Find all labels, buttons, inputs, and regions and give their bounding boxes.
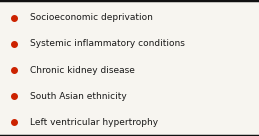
Text: Left ventricular hypertrophy: Left ventricular hypertrophy — [30, 118, 158, 127]
Text: South Asian ethnicity: South Asian ethnicity — [30, 92, 127, 101]
Text: Systemic inflammatory conditions: Systemic inflammatory conditions — [30, 39, 185, 48]
Text: Chronic kidney disease: Chronic kidney disease — [30, 66, 135, 75]
Text: Socioeconomic deprivation: Socioeconomic deprivation — [30, 13, 153, 22]
